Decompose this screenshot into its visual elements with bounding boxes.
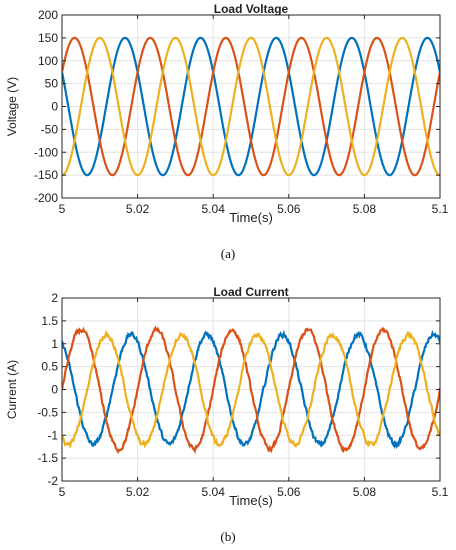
figure-caption: (a) bbox=[221, 246, 235, 261]
figure-caption: (b) bbox=[220, 529, 235, 544]
series-line-3 bbox=[62, 36, 440, 177]
y-axis-label: Current (A) bbox=[5, 360, 19, 419]
y-tick-label: -100 bbox=[34, 145, 58, 159]
x-tick-label: 5.1 bbox=[432, 202, 449, 216]
y-tick-label: 50 bbox=[45, 77, 59, 91]
y-tick-label: 2 bbox=[51, 291, 58, 305]
y-tick-label: -1 bbox=[47, 428, 58, 442]
y-tick-label: 0 bbox=[51, 100, 58, 114]
y-tick-label: -0.5 bbox=[37, 405, 58, 419]
y-tick-label: 1.5 bbox=[41, 314, 58, 328]
y-axis-label: Voltage (V) bbox=[5, 77, 19, 136]
x-tick-label: 5 bbox=[59, 485, 66, 499]
series-line-3 bbox=[62, 329, 440, 449]
x-tick-label: 5.02 bbox=[126, 202, 150, 216]
y-tick-label: 200 bbox=[38, 8, 58, 22]
y-tick-label: -150 bbox=[34, 168, 58, 182]
y-tick-label: 0 bbox=[51, 383, 58, 397]
series-line-2 bbox=[62, 325, 440, 455]
x-tick-label: 5.08 bbox=[353, 202, 377, 216]
y-tick-label: -200 bbox=[34, 191, 58, 205]
x-tick-label: 5.04 bbox=[202, 485, 226, 499]
y-tick-label: 100 bbox=[38, 54, 58, 68]
chart-title: Load Current bbox=[213, 285, 288, 299]
y-tick-label: -1.5 bbox=[37, 451, 58, 465]
x-tick-label: 5.06 bbox=[277, 485, 301, 499]
y-tick-label: 150 bbox=[38, 31, 58, 45]
x-axis-label: Time(s) bbox=[229, 210, 273, 225]
series-line-1 bbox=[62, 329, 440, 450]
y-tick-label: -50 bbox=[41, 122, 59, 136]
x-tick-label: 5.1 bbox=[432, 485, 449, 499]
y-tick-label: 1 bbox=[51, 337, 58, 351]
x-tick-label: 5 bbox=[59, 202, 66, 216]
x-axis-label: Time(s) bbox=[229, 493, 273, 508]
y-tick-label: -2 bbox=[47, 474, 58, 488]
y-tick-label: 0.5 bbox=[41, 360, 58, 374]
x-tick-label: 5.02 bbox=[126, 485, 150, 499]
x-tick-label: 5.06 bbox=[277, 202, 301, 216]
x-tick-label: 5.04 bbox=[202, 202, 226, 216]
x-tick-label: 5.08 bbox=[353, 485, 377, 499]
chart-title: Load Voltage bbox=[214, 2, 289, 16]
